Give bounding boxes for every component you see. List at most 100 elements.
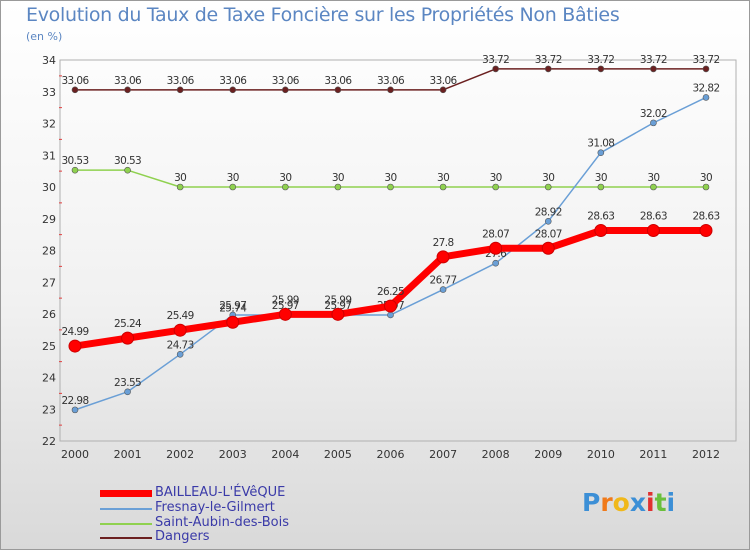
data-label-bailleau-l-v-que: 27.8: [433, 237, 454, 249]
data-label-fresnay-le-gilmert: 23.55: [114, 377, 141, 389]
data-point-bailleau-l-v-que: [594, 223, 608, 237]
y-tick-label: 27: [42, 276, 56, 289]
data-point-fresnay-le-gilmert: [544, 217, 552, 225]
data-point-bailleau-l-v-que: [646, 223, 660, 237]
x-tick-label: 2002: [166, 448, 194, 461]
data-label-saint-aubin-des-bois: 30: [332, 172, 344, 184]
logo-letter: x: [629, 488, 646, 517]
legend-label-bailleau: BAILLEAU-L'ÉVêQUE: [155, 485, 286, 500]
data-point-dangers: [650, 65, 657, 73]
x-tick-label: 2007: [429, 448, 457, 461]
data-point-bailleau-l-v-que: [68, 339, 82, 353]
logo-letter: t: [654, 488, 667, 517]
data-label-saint-aubin-des-bois: 30: [595, 172, 607, 184]
data-point-dangers: [229, 86, 237, 94]
legend-swatch-dangers: [100, 537, 152, 539]
data-label-saint-aubin-des-bois: 30: [384, 172, 396, 184]
proxiti-logo: Proxiti: [582, 488, 675, 517]
y-tick-label: 29: [42, 213, 56, 226]
data-point-bailleau-l-v-que: [331, 307, 345, 321]
y-tick-label: 25: [42, 340, 56, 353]
data-label-bailleau-l-v-que: 28.07: [535, 228, 562, 240]
x-tick-label: 2012: [692, 448, 720, 461]
y-tick-label: 30: [42, 181, 56, 194]
data-point-dangers: [492, 65, 499, 73]
data-point-bailleau-l-v-que: [226, 315, 240, 329]
data-point-saint-aubin-des-bois: [387, 183, 394, 191]
data-label-fresnay-le-gilmert: 24.73: [167, 339, 194, 351]
data-point-saint-aubin-des-bois: [334, 183, 342, 191]
data-point-fresnay-le-gilmert: [702, 94, 710, 101]
data-label-fresnay-le-gilmert: 26.77: [430, 275, 457, 287]
logo-letter: r: [600, 488, 613, 517]
x-tick-label: 2004: [271, 448, 299, 461]
legend-swatch-saint-aubin: [100, 523, 152, 525]
data-point-saint-aubin-des-bois: [597, 183, 605, 191]
data-label-saint-aubin-des-bois: 30: [490, 172, 502, 184]
data-label-fresnay-le-gilmert: 25.97: [219, 300, 246, 312]
data-point-bailleau-l-v-que: [489, 241, 503, 255]
data-label-dangers: 33.06: [272, 75, 300, 87]
data-point-bailleau-l-v-que: [699, 223, 713, 237]
x-tick-label: 2005: [324, 448, 352, 461]
data-label-dangers: 33.06: [114, 75, 142, 87]
logo-letter: i: [646, 488, 655, 517]
y-tick-label: 32: [42, 118, 56, 131]
data-label-bailleau-l-v-que: 28.07: [482, 228, 509, 240]
data-label-fresnay-le-gilmert: 28.92: [535, 206, 562, 218]
data-point-bailleau-l-v-que: [173, 323, 187, 337]
data-point-fresnay-le-gilmert: [597, 149, 605, 157]
data-point-saint-aubin-des-bois: [650, 183, 657, 191]
data-point-fresnay-le-gilmert: [439, 286, 447, 293]
data-label-bailleau-l-v-que: 28.63: [587, 210, 614, 222]
data-point-dangers: [334, 86, 342, 94]
y-tick-label: 33: [42, 86, 56, 99]
data-label-dangers: 33.72: [640, 54, 667, 66]
data-label-bailleau-l-v-que: 25.49: [167, 310, 194, 322]
data-point-saint-aubin-des-bois: [124, 166, 131, 174]
x-tick-label: 2000: [61, 448, 89, 461]
logo-letter: i: [666, 488, 676, 517]
y-tick-label: 31: [42, 149, 56, 162]
data-point-dangers: [71, 86, 79, 94]
data-label-dangers: 33.72: [587, 54, 614, 66]
legend-item-saint-aubin: Saint-Aubin-des-Bois: [100, 515, 360, 530]
data-point-bailleau-l-v-que: [384, 299, 397, 313]
data-label-fresnay-le-gilmert: 31.08: [587, 138, 614, 150]
data-label-dangers: 33.06: [167, 75, 195, 87]
data-label-saint-aubin-des-bois: 30: [227, 172, 239, 184]
data-label-bailleau-l-v-que: 25.99: [272, 294, 299, 306]
data-point-dangers: [439, 86, 447, 94]
data-label-bailleau-l-v-que: 28.63: [640, 210, 667, 222]
data-label-bailleau-l-v-que: 25.74: [219, 302, 247, 314]
data-label-fresnay-le-gilmert: 32.02: [640, 108, 667, 120]
data-label-bailleau-l-v-que: 28.63: [692, 210, 719, 222]
data-point-saint-aubin-des-bois: [71, 166, 79, 174]
logo-letter: P: [582, 488, 601, 517]
x-tick-label: 2010: [587, 448, 615, 461]
data-point-saint-aubin-des-bois: [439, 183, 447, 191]
data-label-bailleau-l-v-que: 25.99: [324, 294, 351, 306]
y-tick-label: 22: [42, 435, 56, 448]
data-point-fresnay-le-gilmert: [176, 351, 184, 358]
legend-swatch-fresnay: [100, 508, 152, 510]
y-tick-label: 28: [42, 245, 56, 258]
x-tick-label: 2006: [377, 448, 405, 461]
data-point-bailleau-l-v-que: [121, 331, 135, 345]
y-axis-unit-label: (en %): [26, 30, 63, 43]
data-point-dangers: [176, 86, 184, 94]
data-label-fresnay-le-gilmert: 22.98: [61, 395, 88, 407]
data-label-bailleau-l-v-que: 26.25: [377, 286, 404, 298]
logo-letter: o: [612, 488, 630, 517]
data-label-bailleau-l-v-que: 25.24: [114, 318, 142, 330]
data-point-saint-aubin-des-bois: [282, 183, 289, 191]
y-tick-label: 24: [42, 372, 56, 385]
data-point-bailleau-l-v-que: [541, 241, 555, 255]
legend-label-saint-aubin: Saint-Aubin-des-Bois: [155, 515, 290, 530]
data-label-dangers: 33.06: [377, 75, 405, 87]
data-point-fresnay-le-gilmert: [650, 119, 657, 127]
y-tick-label: 23: [42, 403, 56, 416]
legend-swatch-bailleau: [100, 490, 152, 497]
data-point-dangers: [544, 65, 552, 73]
